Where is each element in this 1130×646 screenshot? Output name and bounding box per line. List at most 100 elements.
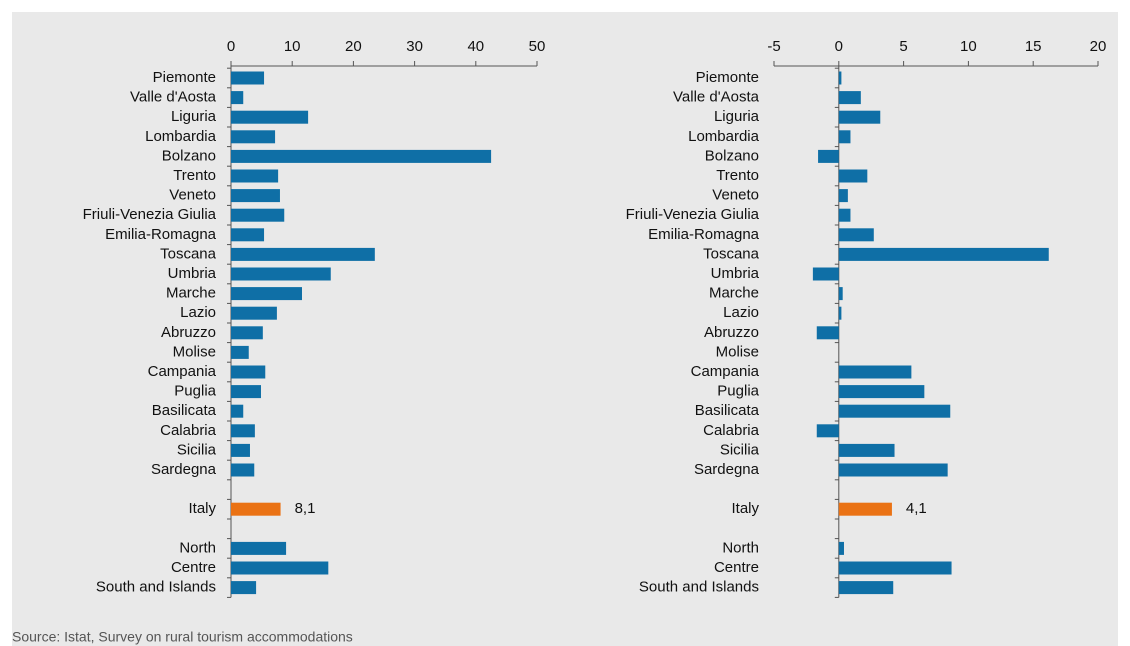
y-tick-label: Veneto xyxy=(712,187,759,204)
y-tick-label: Piemonte xyxy=(153,69,216,86)
y-tick-label: South and Islands xyxy=(639,579,759,596)
bar xyxy=(231,581,257,595)
x-tick-label: 30 xyxy=(406,38,423,55)
y-tick-label: Friuli-Venezia Giulia xyxy=(626,206,760,223)
bar xyxy=(231,71,265,85)
x-tick-label: 0 xyxy=(835,38,843,55)
y-tick-label: Veneto xyxy=(169,187,216,204)
bar xyxy=(231,287,302,301)
value-label: 8,1 xyxy=(295,500,316,517)
bar xyxy=(838,71,842,85)
y-tick-label: Umbria xyxy=(711,265,760,282)
bar xyxy=(231,208,285,222)
y-tick-label: Marche xyxy=(166,285,216,302)
y-tick-label: Bolzano xyxy=(162,147,216,164)
x-tick-label: 10 xyxy=(284,38,301,55)
bar xyxy=(231,267,331,281)
bar xyxy=(231,247,375,261)
bar xyxy=(231,385,261,399)
y-tick-label: Italy xyxy=(188,500,216,517)
y-tick-label: Sardegna xyxy=(694,461,760,478)
x-tick-label: 15 xyxy=(1025,38,1042,55)
x-tick-label: -5 xyxy=(767,38,780,55)
y-tick-label: Lombardia xyxy=(688,128,760,145)
y-tick-label: Emilia-Romagna xyxy=(648,226,760,243)
bar xyxy=(838,365,912,379)
x-tick-label: 20 xyxy=(1090,38,1107,55)
x-tick-label: 20 xyxy=(345,38,362,55)
bar xyxy=(838,130,851,144)
y-tick-label: Valle d'Aosta xyxy=(673,89,760,106)
source-note: Source: Istat, Survey on rural tourism a… xyxy=(12,629,353,645)
y-tick-label: North xyxy=(722,539,759,556)
y-tick-label: Friuli-Venezia Giulia xyxy=(83,206,217,223)
y-tick-label: Marche xyxy=(709,285,759,302)
y-tick-label: Puglia xyxy=(174,383,216,400)
bar xyxy=(231,169,279,183)
y-tick-label: Sardegna xyxy=(151,461,217,478)
y-tick-label: Emilia-Romagna xyxy=(105,226,217,243)
bar xyxy=(812,267,839,281)
y-tick-label: Liguria xyxy=(714,108,760,125)
bar xyxy=(838,443,895,457)
bar xyxy=(231,189,280,203)
bar xyxy=(838,581,894,595)
bar xyxy=(231,228,265,242)
bar xyxy=(838,208,851,222)
bar xyxy=(231,424,255,438)
bar xyxy=(816,424,839,438)
bar xyxy=(818,149,839,163)
bar xyxy=(231,404,244,418)
y-tick-label: Umbria xyxy=(168,265,217,282)
x-tick-label: 40 xyxy=(467,38,484,55)
bar xyxy=(838,541,844,555)
y-tick-label: South and Islands xyxy=(96,579,216,596)
bar xyxy=(231,110,309,124)
y-tick-label: Basilicata xyxy=(152,402,217,419)
x-tick-label: 10 xyxy=(960,38,977,55)
y-tick-label: Calabria xyxy=(160,422,217,439)
value-label: 4,1 xyxy=(906,500,927,517)
y-tick-label: Sicilia xyxy=(720,441,760,458)
bar xyxy=(231,306,277,320)
y-tick-label: Toscana xyxy=(703,245,760,262)
y-tick-label: Toscana xyxy=(160,245,217,262)
bar xyxy=(838,561,952,575)
y-tick-label: Sicilia xyxy=(177,441,217,458)
bar xyxy=(838,110,881,124)
bar xyxy=(231,443,250,457)
bar xyxy=(231,91,244,105)
y-tick-label: Campania xyxy=(691,363,760,380)
y-tick-label: Abruzzo xyxy=(161,324,216,341)
bar xyxy=(231,149,492,163)
bar xyxy=(231,365,266,379)
panel xyxy=(12,12,1118,646)
bar xyxy=(838,404,951,418)
y-tick-label: Piemonte xyxy=(696,69,759,86)
y-tick-label: Liguria xyxy=(171,108,217,125)
bar xyxy=(231,561,329,575)
y-tick-label: Basilicata xyxy=(695,402,760,419)
bar xyxy=(231,130,276,144)
y-tick-label: Centre xyxy=(714,559,759,576)
bar xyxy=(838,189,848,203)
bar xyxy=(838,228,874,242)
bar xyxy=(838,287,843,301)
bar xyxy=(231,502,281,516)
y-tick-label: Trento xyxy=(173,167,216,184)
y-tick-label: Lombardia xyxy=(145,128,217,145)
bar xyxy=(231,345,249,359)
bar xyxy=(816,326,839,340)
y-tick-label: Abruzzo xyxy=(704,324,759,341)
x-tick-label: 5 xyxy=(899,38,907,55)
y-tick-label: Calabria xyxy=(703,422,760,439)
y-tick-label: Trento xyxy=(716,167,759,184)
x-tick-label: 0 xyxy=(227,38,235,55)
x-tick-label: 50 xyxy=(529,38,546,55)
y-tick-label: Bolzano xyxy=(705,147,759,164)
bar xyxy=(838,306,842,320)
bar xyxy=(231,541,287,555)
y-tick-label: Centre xyxy=(171,559,216,576)
y-tick-label: Molise xyxy=(173,343,216,360)
